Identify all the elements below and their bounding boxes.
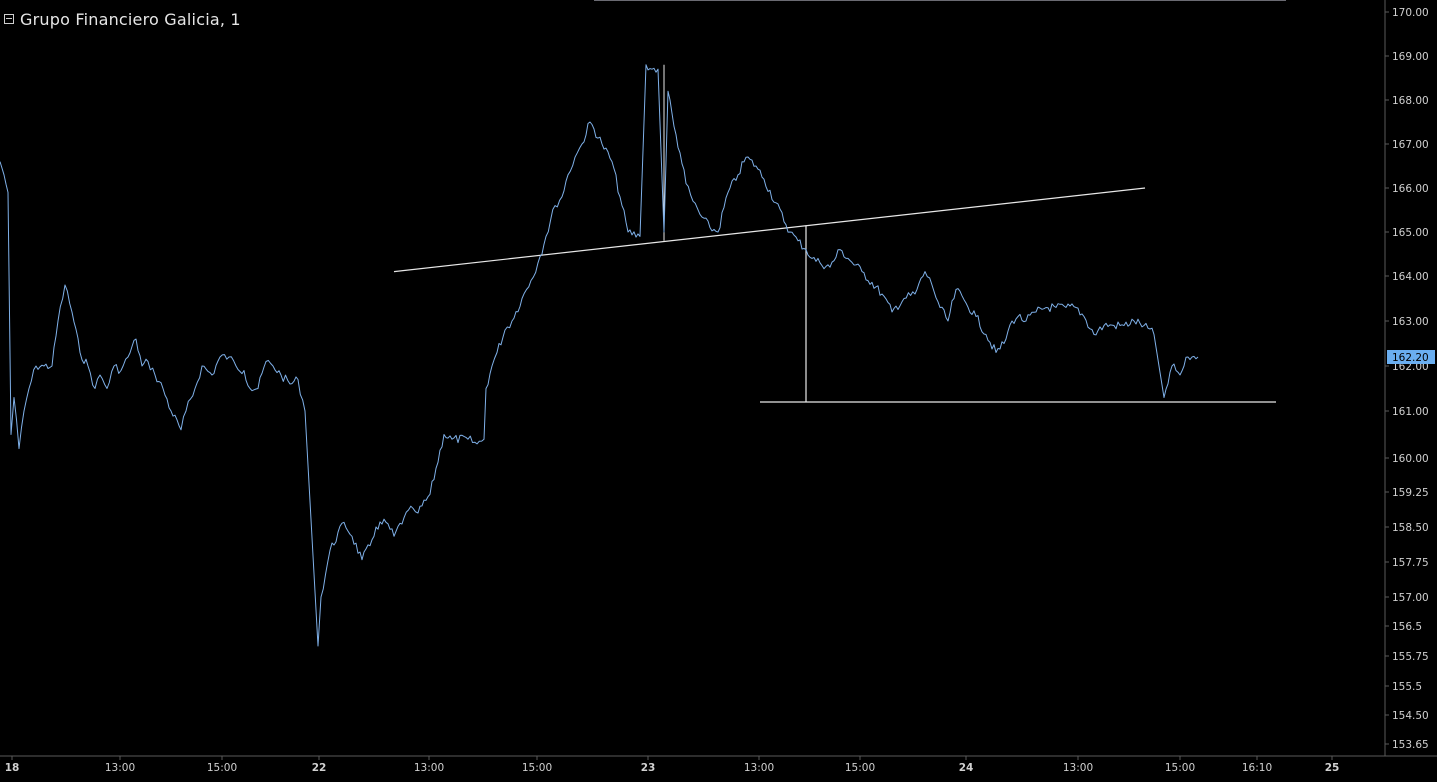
x-tick-label: 13:00 (1063, 762, 1093, 774)
chart-legend: Grupo Financiero Galicia, 1 (4, 8, 241, 30)
x-tick-label: 23 (641, 762, 656, 774)
x-tick-label: 15:00 (1165, 762, 1195, 774)
y-tick-label: 155.75 (1392, 651, 1429, 663)
y-tick-label: 164.00 (1392, 271, 1429, 283)
x-tick-label: 13:00 (105, 762, 135, 774)
y-tick-label: 161.00 (1392, 406, 1429, 418)
y-tick-label: 165.00 (1392, 227, 1429, 239)
y-tick-label: 156.5 (1392, 621, 1422, 633)
price-series (0, 64, 1199, 647)
chart-title: Grupo Financiero Galicia, 1 (20, 9, 241, 29)
drawing-tools[interactable] (393, 64, 1276, 403)
x-tick-label: 13:00 (414, 762, 444, 774)
x-tick-label: 24 (959, 762, 974, 774)
y-tick-label: 153.65 (1392, 739, 1429, 751)
y-tick-label: 154.50 (1392, 710, 1429, 722)
price-line (0, 64, 1199, 647)
y-tick-label: 157.00 (1392, 592, 1429, 604)
last-price-label: 162.20 (1392, 352, 1429, 364)
y-tick-label: 158.50 (1392, 522, 1429, 534)
y-tick-label: 159.25 (1392, 487, 1429, 499)
x-tick-label: 15:00 (207, 762, 237, 774)
y-tick-label: 155.5 (1392, 681, 1422, 693)
y-tick-label: 167.00 (1392, 139, 1429, 151)
y-tick-label: 160.00 (1392, 453, 1429, 465)
y-tick-label: 168.00 (1392, 95, 1429, 107)
x-tick-label: 15:00 (845, 762, 875, 774)
y-tick-label: 163.00 (1392, 316, 1429, 328)
x-tick-label: 15:00 (522, 762, 552, 774)
x-tick-label: 25 (1325, 762, 1340, 774)
neckline-trendline[interactable] (393, 187, 1146, 273)
x-tick-label: 22 (312, 762, 327, 774)
x-tick-label: 16:10 (1242, 762, 1272, 774)
y-tick-label: 166.00 (1392, 183, 1429, 195)
last-price-marker: 162.20 (1387, 350, 1435, 364)
y-tick-label: 170.00 (1392, 7, 1429, 19)
y-tick-label: 169.00 (1392, 51, 1429, 63)
y-tick-label: 157.75 (1392, 557, 1429, 569)
x-tick-label: 13:00 (744, 762, 774, 774)
top-divider (594, 0, 1286, 1)
last-price-badge (1387, 350, 1435, 364)
x-tick-label: 18 (5, 762, 20, 774)
collapse-icon[interactable] (4, 14, 14, 24)
